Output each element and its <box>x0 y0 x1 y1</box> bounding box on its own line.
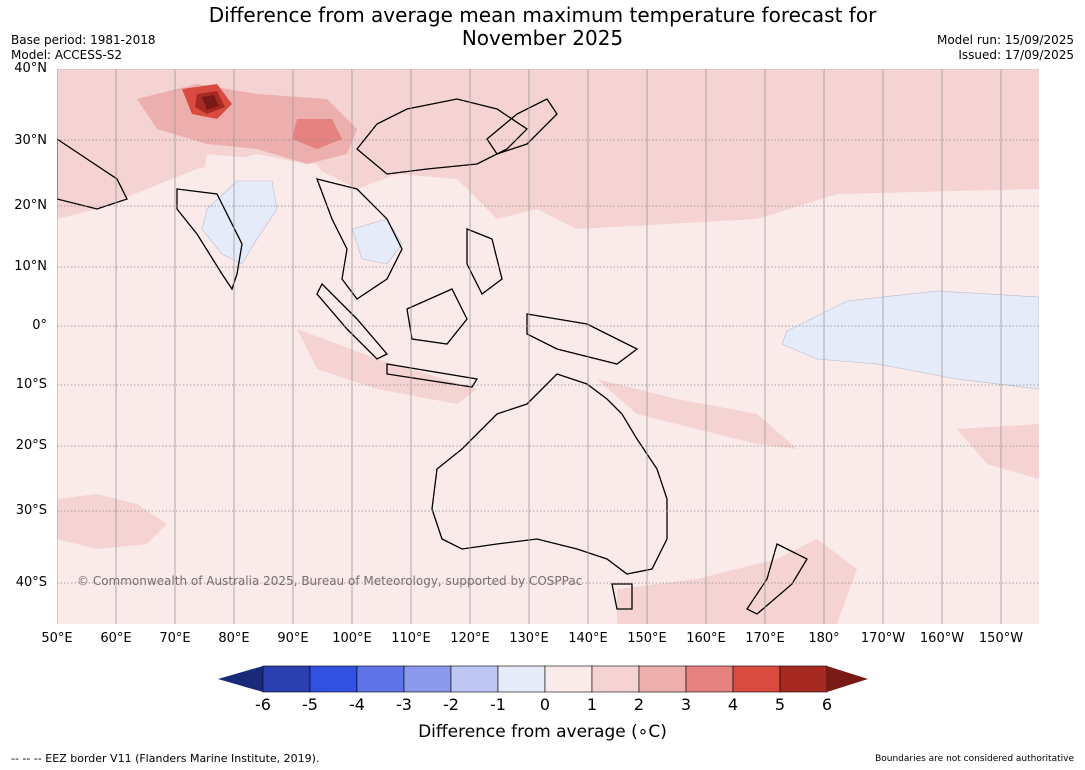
colorbar-tick-1: 1 <box>586 695 598 714</box>
anomaly-zone-east-pacific <box>957 424 1039 479</box>
lon-label-60e: 60°E <box>100 631 132 646</box>
borneo-coastline <box>406 288 468 345</box>
middle-east-coastline <box>57 138 128 210</box>
colorbar-tick-0: 0 <box>539 695 551 714</box>
lon-label-120e: 120°E <box>450 631 490 646</box>
anomaly-zone-southwest <box>57 494 167 549</box>
title-line-2: November 2025 <box>461 26 624 50</box>
colorbar-cells <box>262 665 828 693</box>
base-period: Base period: 1981-2018 <box>11 33 156 47</box>
lat-label-40s: 40°S <box>15 575 47 590</box>
colorbar-tick-2: 2 <box>633 695 645 714</box>
indochina-coastline <box>315 178 403 300</box>
lon-label-90e: 90°E <box>277 631 309 646</box>
japan-coastline <box>486 98 558 155</box>
lat-label-10n: 10°N <box>14 259 47 274</box>
lon-label-130e: 130°E <box>509 631 549 646</box>
lon-label-50e: 50°E <box>41 631 73 646</box>
anomaly-zone-tibet-core <box>292 119 342 149</box>
colorbar-tick-m4: -4 <box>349 695 365 714</box>
lat-label-30n: 30°N <box>14 133 47 148</box>
colorbar-arrow-low <box>218 666 263 692</box>
lon-label-80e: 80°E <box>218 631 250 646</box>
anomaly-zone-coral-sea <box>597 379 797 449</box>
colorbar-label: Difference from average (∘C) <box>418 722 667 742</box>
lon-label-110e: 110°E <box>391 631 431 646</box>
china-coastline <box>356 98 529 175</box>
lon-label-170e: 170°E <box>745 631 785 646</box>
model-name: Model: ACCESS-S2 <box>11 48 123 62</box>
colorbar-tick-6: 6 <box>821 695 833 714</box>
lat-label-20s: 20°S <box>15 438 47 453</box>
colorbar-tick-m1: -1 <box>490 695 506 714</box>
lon-label-140e: 140°E <box>568 631 608 646</box>
map-panel: © Commonwealth of Australia 2025, Bureau… <box>57 69 1039 624</box>
meridians <box>57 69 1002 624</box>
lon-label-160w: 160°W <box>919 631 965 646</box>
issued-date: Issued: 17/09/2025 <box>958 48 1074 62</box>
title-line-1: Difference from average mean maximum tem… <box>208 3 877 27</box>
colorbar-tick-m5: -5 <box>302 695 318 714</box>
anomaly-zone-southeast <box>617 539 857 624</box>
lon-label-180: 180° <box>808 631 840 646</box>
copyright-notice: © Commonwealth of Australia 2025, Bureau… <box>77 574 583 588</box>
colorbar-tick-m2: -2 <box>443 695 459 714</box>
graticule <box>57 69 1039 584</box>
lat-label-0: 0° <box>32 318 47 333</box>
philippines-coastline <box>466 228 503 295</box>
new-zealand-coastline <box>746 543 808 615</box>
lon-label-150e: 150°E <box>627 631 667 646</box>
lat-label-30s: 30°S <box>15 503 47 518</box>
colorbar-tick-4: 4 <box>727 695 739 714</box>
lon-label-150w: 150°W <box>978 631 1024 646</box>
new-guinea-coastline <box>526 313 639 365</box>
colorbar-tick-m3: -3 <box>396 695 412 714</box>
meta-right: Model run: 15/09/2025 Issued: 17/09/2025 <box>937 33 1074 63</box>
cool-anomaly-indochina <box>351 218 403 265</box>
model-run: Model run: 15/09/2025 <box>936 33 1074 47</box>
lon-label-160e: 160°E <box>686 631 726 646</box>
java-coastline <box>386 363 479 388</box>
colorbar-tick-m6: -6 <box>255 695 271 714</box>
boundaries-disclaimer: Boundaries are not considered authoritat… <box>875 754 1074 764</box>
lon-label-70e: 70°E <box>159 631 191 646</box>
lat-label-40n: 40°N <box>14 61 47 76</box>
meta-left: Base period: 1981-2018 Model: ACCESS-S2 <box>11 33 156 63</box>
lat-label-10s: 10°S <box>15 377 47 392</box>
india-coastline <box>176 188 243 291</box>
colorbar <box>218 665 868 693</box>
colorbar-tick-3: 3 <box>680 695 692 714</box>
sumatra-coastline <box>316 282 389 360</box>
tasmania-coastline <box>611 583 633 610</box>
lon-label-170w: 170°W <box>860 631 906 646</box>
cool-anomaly-pacific <box>781 290 1039 390</box>
lon-label-100e: 100°E <box>332 631 372 646</box>
anomaly-zone-karakoram-peak <box>202 95 219 110</box>
lat-label-20n: 20°N <box>14 198 47 213</box>
colorbar-tick-5: 5 <box>774 695 786 714</box>
colorbar-arrow-high <box>827 666 868 692</box>
eez-border-note: -- -- -- EEZ border V11 (Flanders Marine… <box>11 752 320 765</box>
map-title: Difference from average mean maximum tem… <box>0 4 1085 50</box>
australia-coastline <box>431 373 668 575</box>
map-canvas <box>57 69 1039 624</box>
